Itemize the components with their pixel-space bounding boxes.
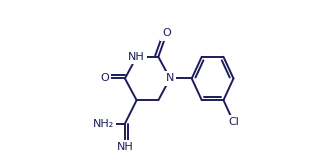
Text: O: O	[162, 28, 171, 38]
Text: NH₂: NH₂	[93, 119, 114, 129]
Text: NH: NH	[117, 142, 133, 152]
Text: N: N	[166, 73, 174, 84]
Text: O: O	[100, 73, 109, 84]
Text: Cl: Cl	[228, 117, 239, 127]
Text: NH: NH	[128, 52, 145, 62]
